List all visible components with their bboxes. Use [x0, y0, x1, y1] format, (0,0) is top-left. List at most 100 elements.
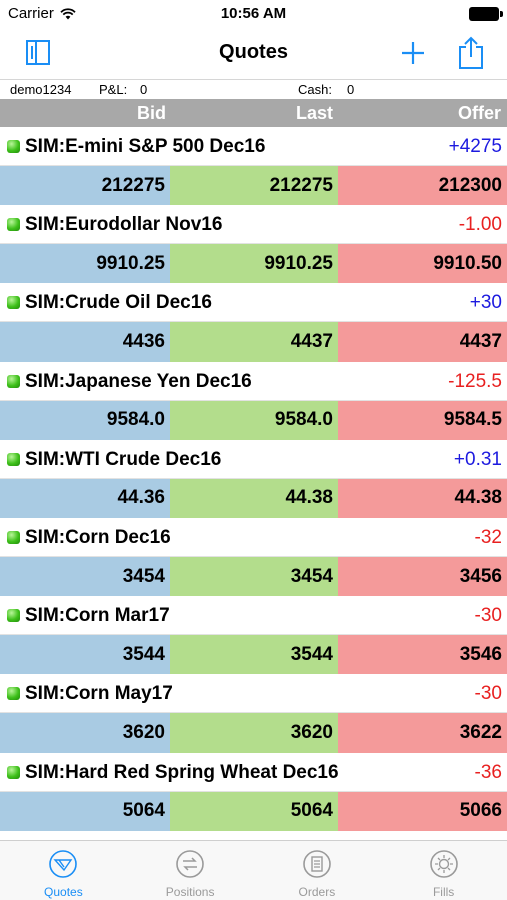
cash-label: Cash: — [298, 82, 332, 97]
net-change: -1.00 — [458, 214, 502, 236]
tab-orders[interactable]: Orders — [254, 841, 381, 900]
price-row: 4436 4437 4437 — [0, 322, 507, 362]
offer-cell[interactable]: 5066 — [338, 791, 507, 831]
price-row: 5064 5064 5066 — [0, 791, 507, 831]
net-change: +4275 — [448, 136, 502, 157]
offer-cell[interactable]: 9584.5 — [338, 400, 507, 440]
status-dot-icon — [7, 374, 20, 388]
quote-header[interactable]: SIM:Corn Mar17 -30 — [0, 596, 507, 636]
offer-cell[interactable]: 4437 — [338, 322, 507, 362]
offer-cell[interactable]: 3456 — [338, 557, 507, 597]
instrument-name: SIM:Japanese Yen Dec16 — [25, 370, 252, 392]
bid-cell[interactable]: 212275 — [0, 166, 170, 206]
instrument-name: SIM:Corn Mar17 — [25, 605, 170, 627]
price-row: 3544 3544 3546 — [0, 635, 507, 675]
quote-row[interactable]: SIM:Japanese Yen Dec16 -125.5 9584.0 958… — [0, 362, 507, 440]
last-cell: 9584.0 — [170, 400, 338, 440]
bid-cell[interactable]: 5064 — [0, 791, 170, 831]
share-button[interactable] — [454, 36, 488, 70]
plus-icon — [402, 42, 424, 64]
quote-row[interactable]: SIM:Corn May17 -30 3620 3620 3622 — [0, 674, 507, 753]
price-row: 44.36 44.38 44.38 — [0, 478, 507, 518]
net-change: -36 — [474, 761, 502, 783]
last-cell: 3620 — [170, 713, 338, 753]
net-change: -32 — [474, 526, 502, 548]
quote-header[interactable]: SIM:E-mini S&P 500 Dec16 +4275 — [0, 127, 507, 167]
last-cell: 3454 — [170, 557, 338, 597]
last-cell: 4437 — [170, 322, 338, 362]
quote-row[interactable]: SIM:E-mini S&P 500 Dec16 +4275 212275 21… — [0, 127, 507, 206]
column-offer: Offer — [458, 103, 502, 123]
nav-bar: Quotes — [0, 28, 507, 78]
status-time: 10:56 AM — [220, 5, 287, 22]
price-row: 9584.0 9584.0 9584.5 — [0, 400, 507, 440]
offer-cell[interactable]: 212300 — [338, 166, 507, 206]
quote-row[interactable]: SIM:Corn Dec16 -32 3454 3454 3456 — [0, 518, 507, 597]
status-dot-icon — [7, 530, 20, 544]
quote-header[interactable]: SIM:Hard Red Spring Wheat Dec16 -36 — [0, 753, 507, 792]
status-dot-icon — [7, 140, 20, 153]
offer-cell[interactable]: 44.38 — [338, 478, 507, 518]
quote-row[interactable]: SIM:Eurodollar Nov16 -1.00 9910.25 9910.… — [0, 205, 507, 284]
quote-header[interactable]: SIM:WTI Crude Dec16 +0.31 — [0, 440, 507, 479]
net-change: -125.5 — [448, 370, 502, 392]
last-cell: 212275 — [170, 166, 338, 206]
price-row: 212275 212275 212300 — [0, 166, 507, 206]
last-cell: 5064 — [170, 791, 338, 831]
bid-cell[interactable]: 9910.25 — [0, 244, 170, 284]
status-dot-icon — [7, 218, 20, 232]
bid-cell[interactable]: 4436 — [0, 322, 170, 362]
status-dot-icon — [7, 452, 20, 466]
tab-fills[interactable]: Fills — [380, 841, 507, 900]
positions-icon — [176, 850, 204, 878]
quote-header[interactable]: SIM:Corn May17 -30 — [0, 674, 507, 714]
sidebar-icon — [26, 40, 50, 65]
offer-cell[interactable]: 3546 — [338, 635, 507, 675]
instrument-name: SIM:WTI Crude Dec16 — [25, 448, 222, 470]
bid-cell[interactable]: 9584.0 — [0, 400, 170, 440]
battery-icon — [469, 7, 503, 21]
quote-row[interactable]: SIM:Crude Oil Dec16 +30 4436 4437 4437 — [0, 283, 507, 362]
tab-bar: Quotes Positions Orders Fills — [0, 840, 507, 900]
account-id: demo1234 — [10, 82, 72, 97]
orders-icon — [303, 850, 331, 878]
tab-label: Fills — [432, 885, 455, 899]
tab-positions[interactable]: Positions — [127, 841, 254, 900]
price-row: 3454 3454 3456 — [0, 557, 507, 597]
add-quote-button[interactable] — [396, 36, 430, 70]
wifi-icon — [60, 7, 76, 19]
quote-row[interactable]: SIM:Hard Red Spring Wheat Dec16 -36 5064… — [0, 753, 507, 831]
quote-header[interactable]: SIM:Eurodollar Nov16 -1.00 — [0, 205, 507, 245]
offer-cell[interactable]: 9910.50 — [338, 244, 507, 284]
last-cell: 3544 — [170, 635, 338, 675]
status-left: Carrier — [8, 5, 76, 22]
net-change: -30 — [474, 605, 502, 627]
last-cell: 9910.25 — [170, 244, 338, 284]
net-change: -30 — [474, 683, 502, 705]
tab-quotes[interactable]: Quotes — [0, 841, 127, 900]
column-bid: Bid — [137, 103, 166, 123]
quote-row[interactable]: SIM:WTI Crude Dec16 +0.31 44.36 44.38 44… — [0, 440, 507, 518]
quote-header[interactable]: SIM:Crude Oil Dec16 +30 — [0, 283, 507, 323]
instrument-name: SIM:Corn May17 — [25, 683, 173, 705]
status-dot-icon — [7, 765, 20, 779]
instrument-name: SIM:E-mini S&P 500 Dec16 — [25, 136, 266, 157]
status-dot-icon — [7, 609, 20, 623]
price-row: 3620 3620 3622 — [0, 713, 507, 753]
carrier-label: Carrier — [8, 5, 54, 22]
quotes-icon — [49, 850, 78, 878]
status-dot-icon — [7, 296, 20, 310]
column-last: Last — [296, 103, 334, 123]
status-dot-icon — [7, 687, 20, 701]
quote-header[interactable]: SIM:Corn Dec16 -32 — [0, 518, 507, 558]
bid-cell[interactable]: 44.36 — [0, 478, 170, 518]
sidebar-toggle-button[interactable] — [22, 36, 56, 70]
bid-cell[interactable]: 3620 — [0, 713, 170, 753]
bid-cell[interactable]: 3544 — [0, 635, 170, 675]
offer-cell[interactable]: 3622 — [338, 713, 507, 753]
net-change: +0.31 — [453, 448, 502, 470]
quote-header[interactable]: SIM:Japanese Yen Dec16 -125.5 — [0, 362, 507, 401]
bid-cell[interactable]: 3454 — [0, 557, 170, 597]
quote-row[interactable]: SIM:Corn Mar17 -30 3544 3544 3546 — [0, 596, 507, 675]
share-icon — [459, 36, 483, 69]
